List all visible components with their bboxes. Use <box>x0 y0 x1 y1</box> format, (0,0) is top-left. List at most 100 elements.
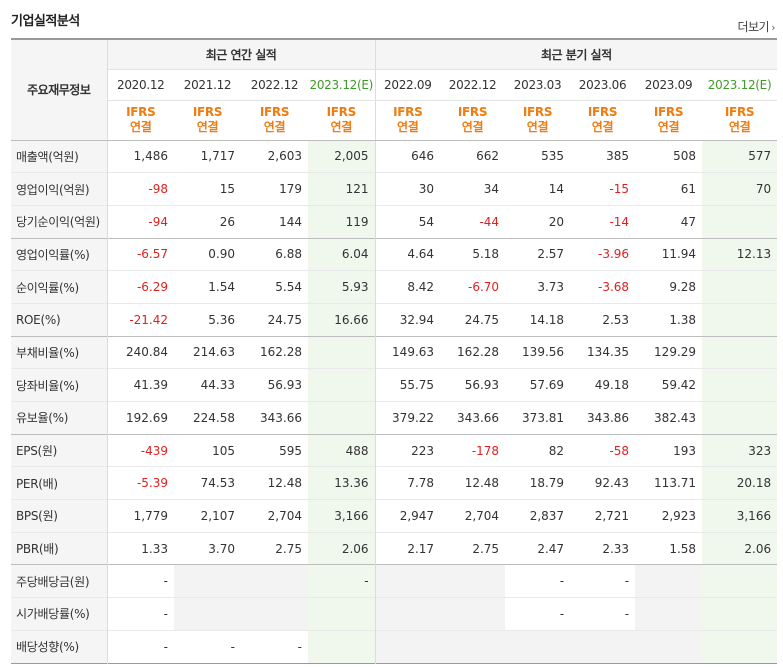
table-cell: 139.56 <box>522 345 565 360</box>
table-cell: 5.93 <box>308 270 376 304</box>
table-cell: 24.75 <box>267 312 302 327</box>
consolidated-label: 연결 <box>728 120 751 134</box>
table-cell: 646 <box>411 149 435 164</box>
table-row: 순이익률(%) -6.29 1.54 5.54 5.93 8.42 -6.70 3.73 -3.… <box>11 270 778 304</box>
table-cell: 24.75 <box>464 312 500 327</box>
consolidated-label: 연결 <box>196 120 219 134</box>
row-label: PBR(배) <box>11 532 108 565</box>
table-cell: 577 <box>702 140 778 173</box>
table-cell: -6.29 <box>136 280 168 295</box>
row-label: 매출액(억원) <box>11 140 108 173</box>
consolidated-label: 연결 <box>657 120 680 134</box>
table-row: 영업이익률(%) -6.57 0.90 6.88 6.04 4.64 5.18 2.57 -3.… <box>11 238 778 271</box>
table-cell: 2.33 <box>602 541 630 556</box>
table-cell: 12.13 <box>702 238 778 271</box>
period-header: 2023.03 <box>505 69 571 101</box>
ifrs-consolidated-badge: IFRS 연결 <box>308 100 376 141</box>
table-cell <box>308 401 376 435</box>
table-cell: 30 <box>418 182 435 197</box>
table-cell: 1.33 <box>141 541 168 556</box>
table-row: EPS(원) -439 105 595 488 223 -178 82 -58 193 323 <box>11 434 778 467</box>
table-cell <box>308 368 376 402</box>
table-cell <box>440 564 506 598</box>
period-header: 2022.09 <box>375 69 441 101</box>
table-cell: 105 <box>212 443 235 458</box>
table-cell: 343.86 <box>587 410 630 425</box>
table-cell: -3.96 <box>597 247 630 262</box>
table-cell <box>440 597 506 631</box>
table-cell: 61 <box>680 182 697 197</box>
more-label: 더보기 <box>737 20 770 34</box>
period-header: 2022.12 <box>440 69 506 101</box>
table-cell: -98 <box>148 182 168 197</box>
table-cell: 3,166 <box>702 499 778 533</box>
table-cell: 149.63 <box>392 345 435 360</box>
table-cell: -3.68 <box>597 280 630 295</box>
table-cell: 56.93 <box>267 378 302 393</box>
table-cell: -15 <box>609 182 630 197</box>
ifrs-label: IFRS <box>326 105 357 119</box>
table-cell: 223 <box>411 443 435 458</box>
table-cell: 508 <box>673 149 697 164</box>
table-cell: 47 <box>680 214 697 229</box>
table-row: 영업이익(억원) -98 15 179 121 30 34 14 -15 61 70 <box>11 172 778 206</box>
table-cell: 7.78 <box>407 476 435 491</box>
table-cell: - <box>163 606 168 621</box>
table-cell: 2.53 <box>602 312 630 327</box>
table-cell: 44.33 <box>200 378 235 393</box>
ifrs-consolidated-badge: IFRS 연결 <box>702 100 778 141</box>
table-cell <box>241 597 308 631</box>
table-cell: 3.70 <box>208 541 235 556</box>
table-cell: 1.58 <box>669 541 697 556</box>
more-link[interactable]: 더보기 › <box>737 18 775 35</box>
row-label: BPS(원) <box>11 499 108 533</box>
table-cell <box>702 564 778 598</box>
table-cell: 55.75 <box>399 378 435 393</box>
table-cell: 82 <box>548 443 565 458</box>
table-row: PER(배) -5.39 74.53 12.48 13.36 7.78 12.48 18.79… <box>11 466 778 500</box>
table-cell: 144 <box>279 214 302 229</box>
row-label: ROE(%) <box>11 303 108 337</box>
ifrs-consolidated-badge: IFRS 연결 <box>570 100 636 141</box>
table-cell <box>440 630 506 663</box>
table-cell: 26 <box>219 214 235 229</box>
table-cell <box>505 630 571 663</box>
table-cell: 2,603 <box>267 149 302 164</box>
consolidated-label: 연결 <box>330 120 353 134</box>
table-cell: 49.18 <box>594 378 630 393</box>
table-cell: 240.84 <box>126 345 168 360</box>
table-cell: 323 <box>702 434 778 467</box>
table-cell: 32.94 <box>399 312 435 327</box>
table-cell <box>702 401 778 435</box>
row-label: 배당성향(%) <box>11 630 108 663</box>
table-cell <box>308 336 376 369</box>
table-cell: 2,005 <box>308 140 376 173</box>
table-cell: 54 <box>418 214 435 229</box>
table-cell: -21.42 <box>129 312 168 327</box>
table-cell <box>702 336 778 369</box>
table-cell: 2.17 <box>407 541 435 556</box>
table-cell: 15 <box>219 182 235 197</box>
table-cell: 2,923 <box>661 508 697 523</box>
table-cell <box>702 630 778 663</box>
table-cell <box>570 630 636 663</box>
table-cell: -5.39 <box>136 476 168 491</box>
ifrs-consolidated-badge: IFRS 연결 <box>241 100 308 141</box>
table-cell: 2,721 <box>594 508 630 523</box>
table-cell: 12.48 <box>267 476 302 491</box>
table-cell: -6.57 <box>136 247 168 262</box>
ifrs-consolidated-badge: IFRS 연결 <box>635 100 703 141</box>
table-cell: 134.35 <box>587 345 630 360</box>
table-cell <box>375 597 441 631</box>
table-cell <box>702 368 778 402</box>
table-cell: -178 <box>471 443 500 458</box>
table-cell: 20.18 <box>702 466 778 500</box>
table-cell: 214.63 <box>193 345 235 360</box>
row-label: 부채비율(%) <box>11 336 108 369</box>
table-cell <box>635 597 703 631</box>
table-cell <box>375 630 441 663</box>
table-cell: 129.29 <box>654 345 697 360</box>
table-row: 당좌비율(%) 41.39 44.33 56.93 55.75 56.93 57.69 49.… <box>11 368 778 402</box>
table-cell: - <box>163 639 168 654</box>
